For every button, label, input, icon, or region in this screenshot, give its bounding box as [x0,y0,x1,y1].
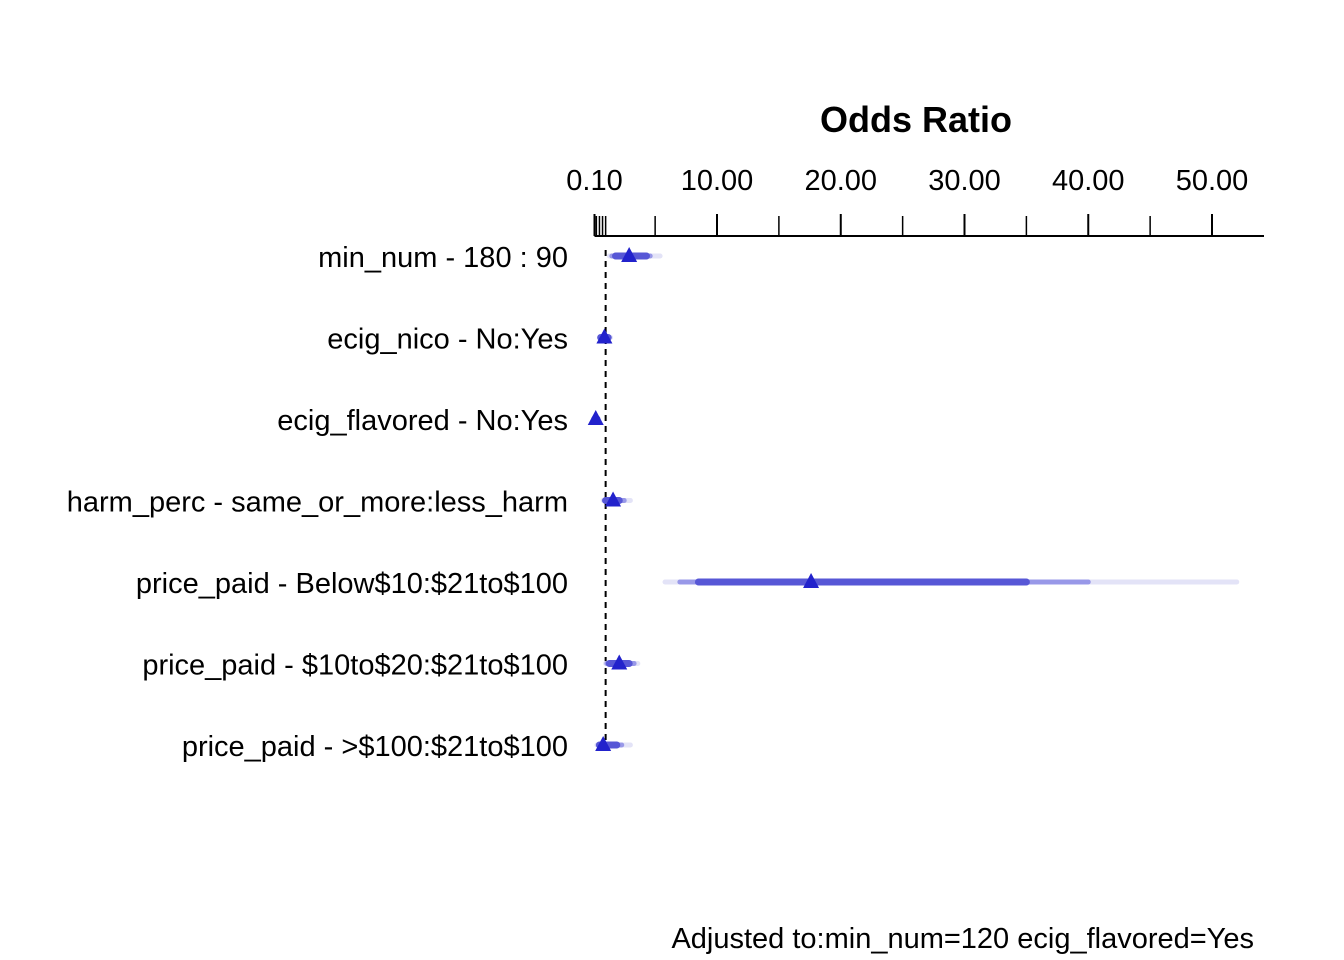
row-label: price_paid - $10to$20:$21to$100 [142,650,568,682]
tick-label: 30.00 [928,165,1001,197]
forest-row: harm_perc - same_or_more:less_harm [67,487,633,519]
odds-ratio-marker [621,247,638,262]
rows: min_num - 180 : 90 ecig_nico - No:Yes ecig… [67,242,1240,763]
odds-ratio-marker [803,573,820,588]
row-label: min_num - 180 : 90 [318,242,568,274]
forest-row: ecig_nico - No:Yes [327,324,614,356]
row-label: price_paid - >$100:$21to$100 [182,731,568,763]
row-label: harm_perc - same_or_more:less_harm [67,487,568,519]
tick-label: 50.00 [1176,165,1249,197]
tick-label: 40.00 [1052,165,1125,197]
adjustment-footnote: Adjusted to:min_num=120 ecig_flavored=Ye… [671,923,1254,955]
odds-ratio-marker [605,491,622,507]
row-label: ecig_nico - No:Yes [327,324,568,356]
axis-title: Odds Ratio [820,99,1012,140]
forest-row: min_num - 180 : 90 [318,242,663,274]
row-label: ecig_flavored - No:Yes [277,405,568,437]
forest-row: price_paid - Below$10:$21to$100 [136,568,1240,600]
forest-row: price_paid - $10to$20:$21to$100 [142,650,641,682]
x-axis: 0.10 10.00 20.00 30.00 40.00 50.00 [566,165,1264,237]
tick-label: 20.00 [804,165,877,197]
odds-ratio-marker [596,328,613,344]
odds-ratio-marker [611,654,628,670]
odds-ratio-marker [595,736,612,751]
odds-ratio-marker [587,410,604,425]
tick-label: 10.00 [681,165,754,197]
forest-row: price_paid - >$100:$21to$100 [182,731,633,763]
row-label: price_paid - Below$10:$21to$100 [136,568,568,600]
forest-row: ecig_flavored - No:Yes [277,405,604,437]
tick-label: 0.10 [566,165,622,197]
